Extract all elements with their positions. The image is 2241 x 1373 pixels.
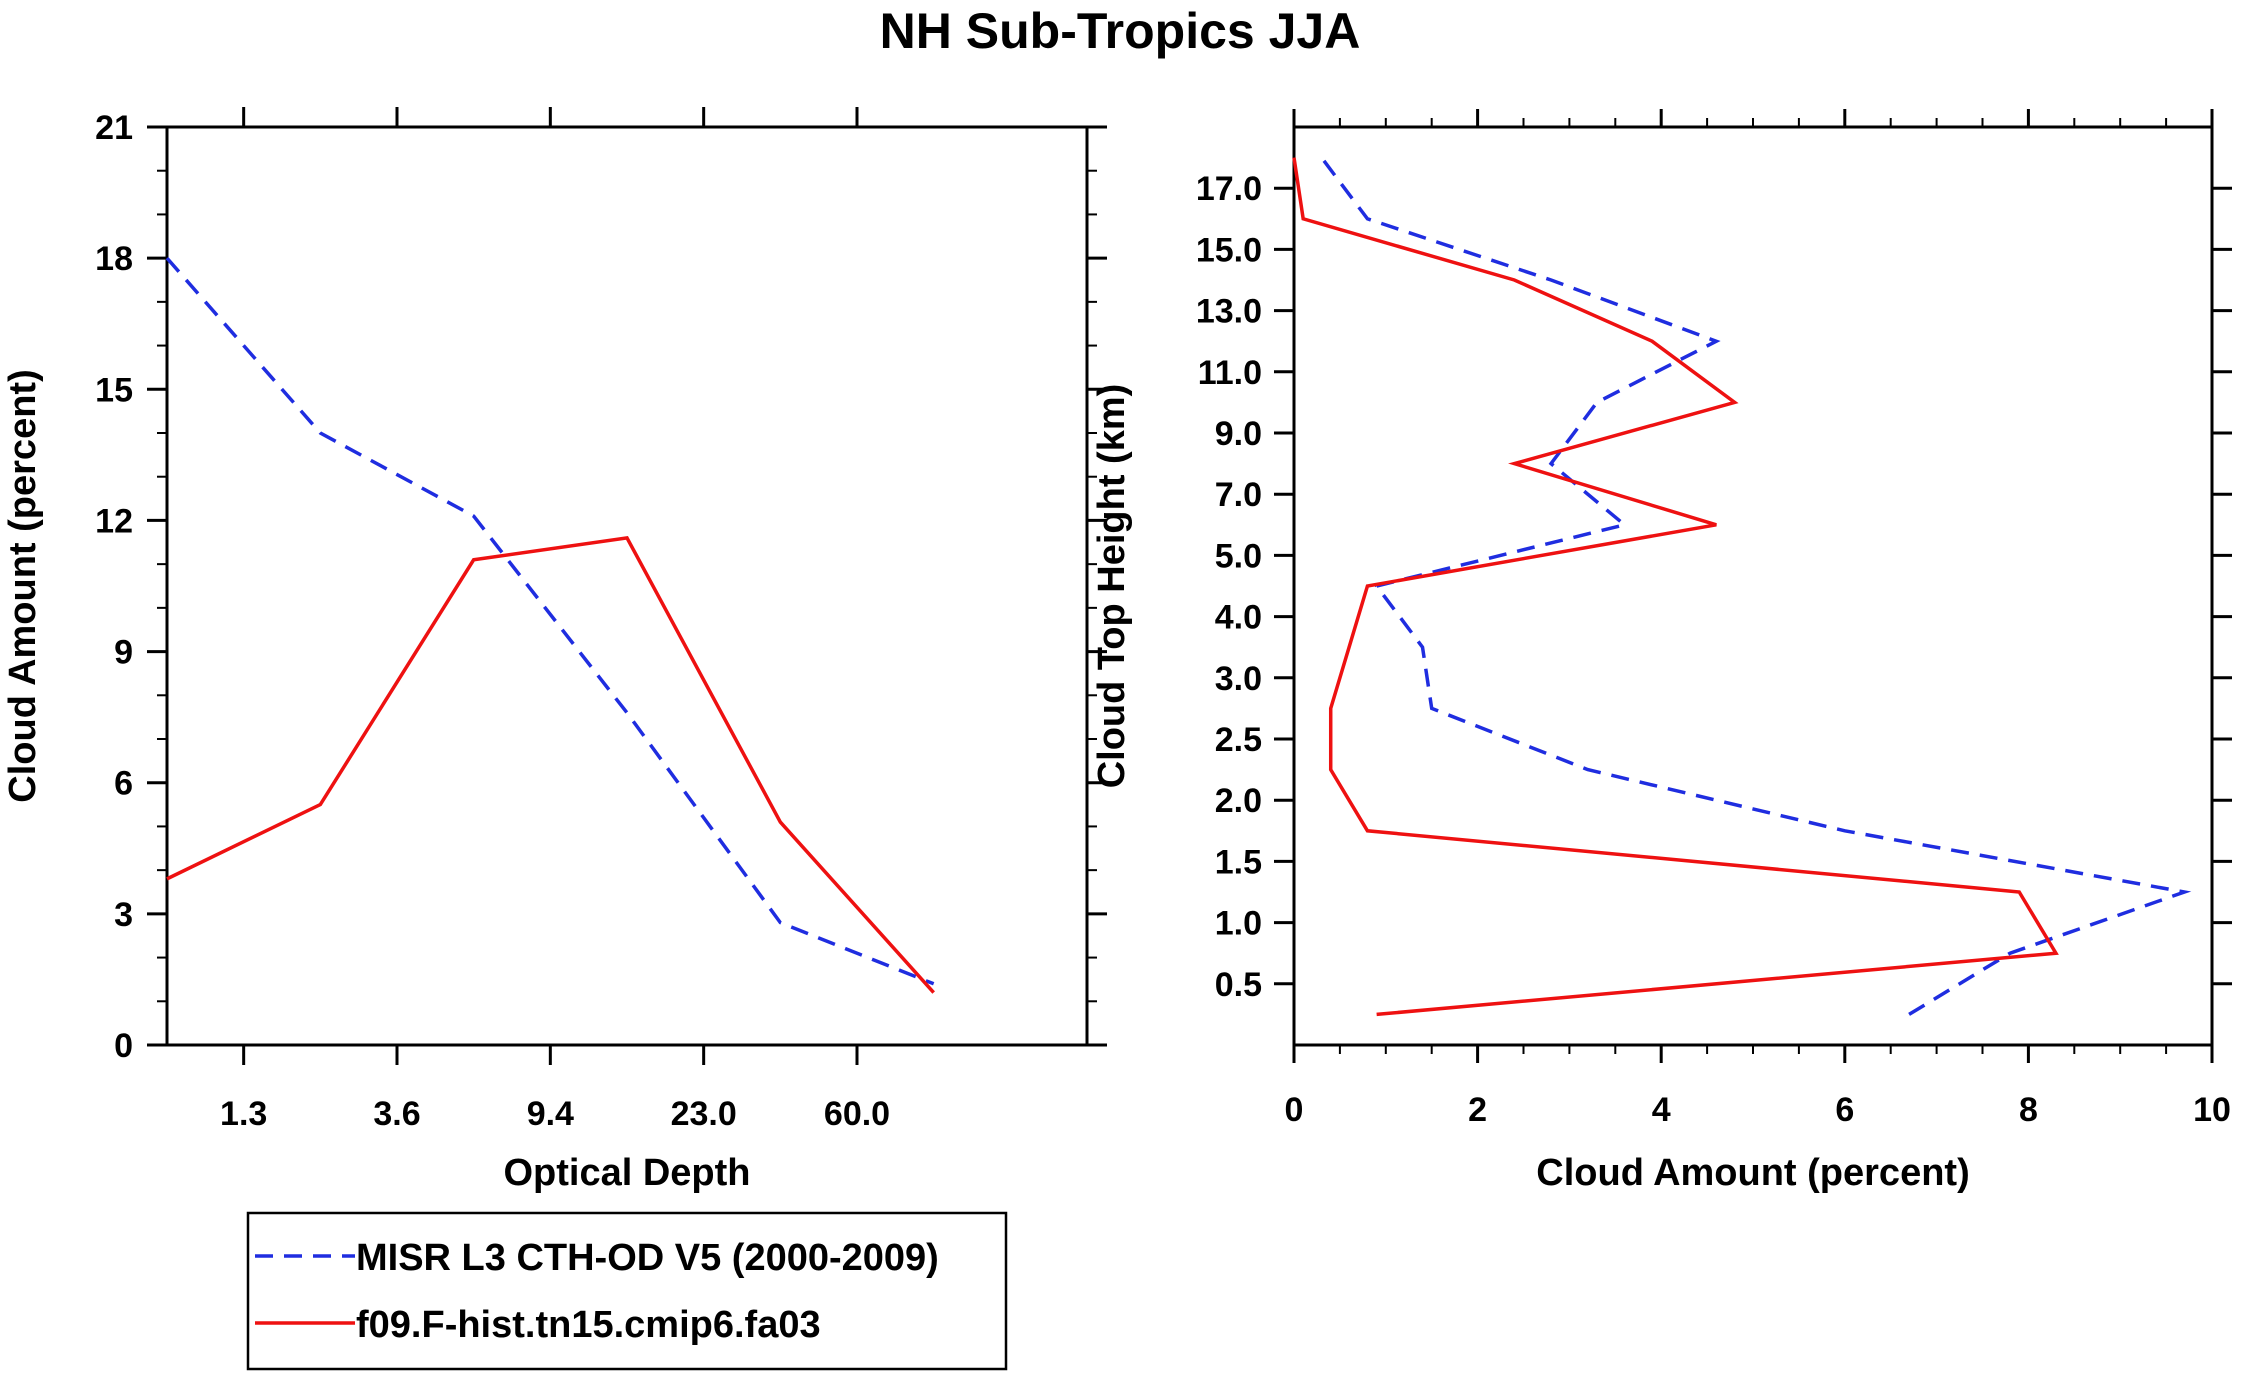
- left-x-tick-label: 60.0: [824, 1095, 890, 1133]
- right-y-tick-label: 2.0: [1215, 782, 1262, 820]
- right-y-tick-label: 13.0: [1196, 293, 1262, 331]
- right-y-tick-label: 17.0: [1196, 170, 1262, 208]
- left-y-tick-label: 21: [95, 109, 133, 147]
- right-y-tick-label: 9.0: [1215, 415, 1262, 453]
- left-ticks: 0 3 6 9 12 15 18 21 1.3 3.6 9.4 23.0 60.0: [95, 107, 1107, 1133]
- left-ylabel: Cloud Amount (percent): [2, 369, 44, 802]
- right-y-tick-label: 7.0: [1215, 476, 1262, 514]
- left-series: [165, 256, 935, 994]
- right-y-tick-label: 2.5: [1215, 721, 1262, 759]
- right-ticks: 0 2 4 6 8 10 0.5 1.0 1.5 2.0 2.5 3.0 4.0 5.0 7.0 9.0 11.…: [1196, 109, 2232, 1129]
- right-plot-frame: [1292, 125, 2214, 1047]
- left-x-tick-label: 1.3: [220, 1095, 267, 1133]
- left-y-tick-label: 15: [95, 371, 133, 409]
- right-x-tick-label: 2: [1468, 1091, 1487, 1129]
- chart-title: NH Sub-Tropics JJA: [880, 3, 1361, 59]
- right-x-tick-label: 6: [1835, 1091, 1854, 1129]
- left-panel: 0 3 6 9 12 15 18 21 1.3 3.6 9.4 23.0 60.0 Optical De…: [2, 107, 1107, 1194]
- right-x-tick-label: 8: [2019, 1091, 2038, 1129]
- left-xlabel: Optical Depth: [503, 1152, 750, 1194]
- right-series-model: [1292, 157, 2059, 1017]
- legend-box: [246, 1211, 1008, 1371]
- legend: MISR L3 CTH-OD V5 (2000-2009) f09.F-hist…: [246, 1211, 1008, 1371]
- right-x-tick-label: 10: [2193, 1091, 2231, 1129]
- right-ylabel: Cloud Top Height (km): [1091, 384, 1133, 789]
- right-y-tick-label: 1.5: [1215, 843, 1262, 881]
- left-x-tick-label: 23.0: [671, 1095, 737, 1133]
- left-series-misr: [165, 256, 935, 986]
- right-xlabel: Cloud Amount (percent): [1536, 1152, 1969, 1194]
- left-y-tick-label: 9: [114, 634, 133, 672]
- left-series-model: [166, 536, 935, 994]
- right-y-tick-label: 11.0: [1198, 354, 1262, 392]
- right-series-misr: [1320, 156, 2192, 1016]
- right-y-tick-label: 0.5: [1215, 966, 1262, 1004]
- right-panel: 0 2 4 6 8 10 0.5 1.0 1.5 2.0 2.5 3.0 4.0 5.0 7.0 9.0 11.…: [1091, 109, 2232, 1194]
- left-x-tick-label: 3.6: [373, 1095, 420, 1133]
- left-x-tick-label: 9.4: [527, 1095, 574, 1133]
- left-y-tick-label: 3: [114, 896, 133, 934]
- right-x-tick-label: 0: [1285, 1091, 1304, 1129]
- left-plot-frame: [165, 125, 1089, 1047]
- left-y-tick-label: 18: [95, 240, 133, 278]
- left-y-tick-label: 12: [95, 502, 133, 540]
- right-y-tick-label: 5.0: [1215, 537, 1262, 575]
- legend-label-model: f09.F-hist.tn15.cmip6.fa03: [356, 1304, 821, 1346]
- right-y-tick-label: 4.0: [1215, 599, 1262, 637]
- left-y-tick-label: 6: [114, 765, 133, 803]
- right-y-tick-label: 1.0: [1215, 905, 1262, 943]
- left-y-tick-label: 0: [114, 1027, 133, 1065]
- right-x-tick-label: 4: [1652, 1091, 1671, 1129]
- right-y-tick-label: 3.0: [1215, 660, 1262, 698]
- legend-label-misr: MISR L3 CTH-OD V5 (2000-2009): [356, 1237, 939, 1279]
- right-series: [1292, 156, 2192, 1017]
- right-y-tick-label: 15.0: [1196, 231, 1262, 269]
